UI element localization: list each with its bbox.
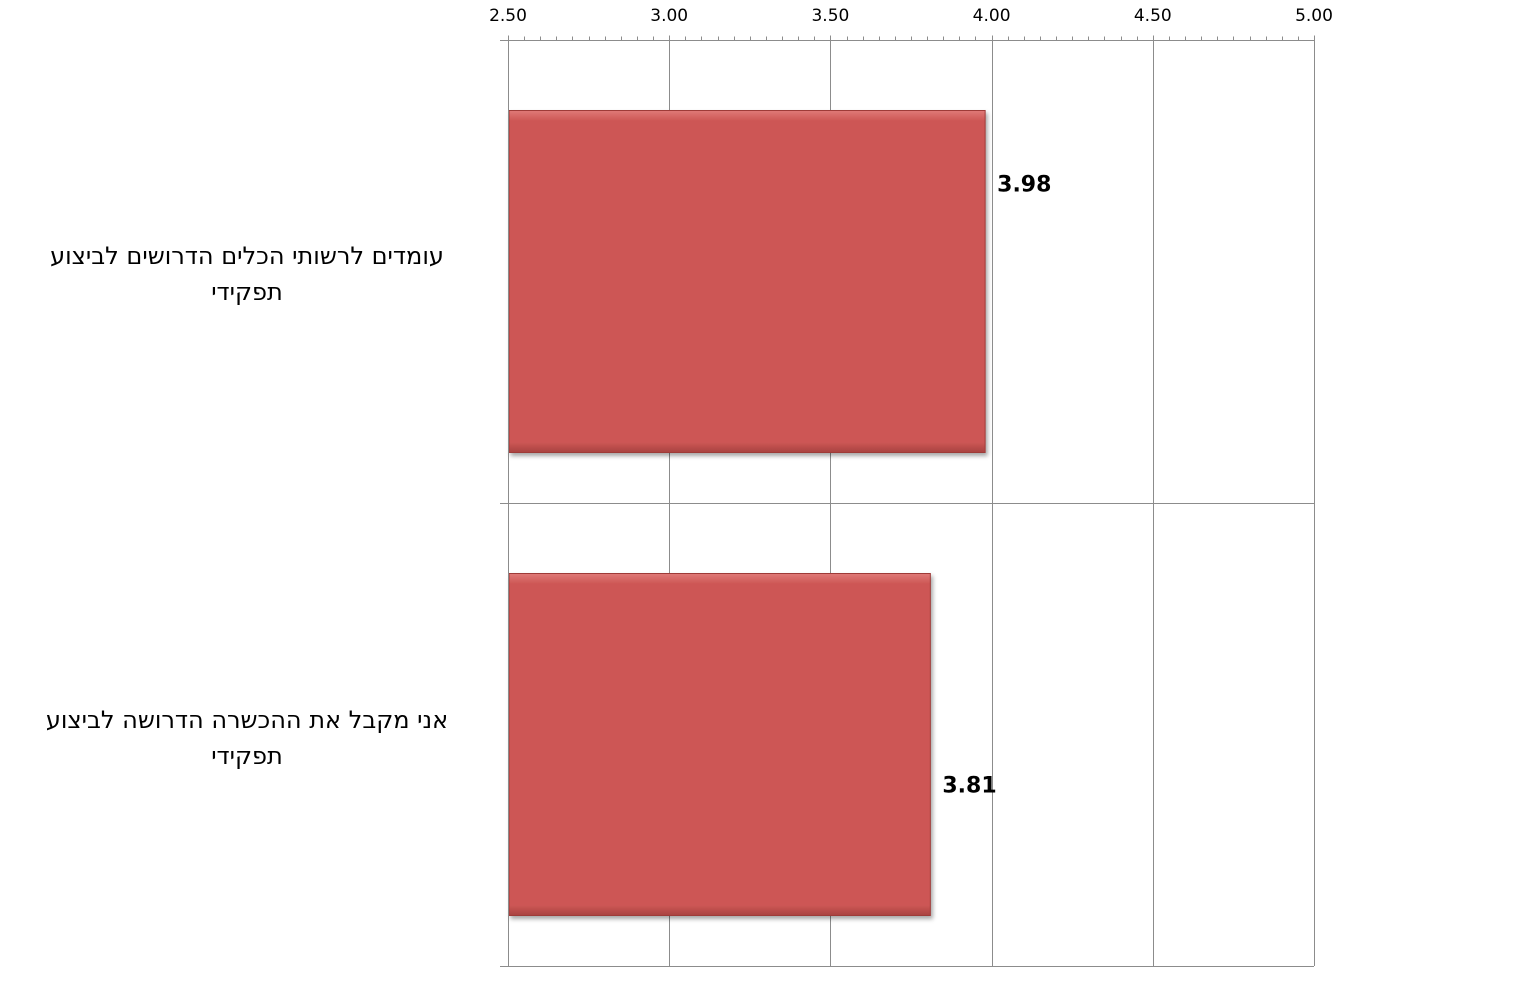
data-label: 3.98 — [997, 173, 1051, 198]
tick-label: 3.00 — [650, 6, 688, 26]
bar — [508, 573, 931, 916]
tick-label: 4.50 — [1134, 6, 1172, 26]
x-axis: 2.50 3.00 3.50 4.00 4.50 5.00 — [489, 6, 1333, 966]
tick-label: 2.50 — [489, 6, 527, 26]
tick-label: 4.00 — [973, 6, 1011, 26]
bars — [508, 110, 986, 916]
tick-label: 3.50 — [811, 6, 849, 26]
category-label: עומדים לרשותי הכלים הדרושים לביצוע תפקיד… — [50, 242, 444, 306]
category-label: אני מקבל את ההכשרה הדרושה לביצוע תפקידי — [45, 706, 449, 770]
tick-label: 5.00 — [1295, 6, 1333, 26]
data-labels: 3.98 3.81 — [942, 173, 1051, 799]
data-label: 3.81 — [942, 774, 996, 799]
bar — [508, 110, 986, 453]
